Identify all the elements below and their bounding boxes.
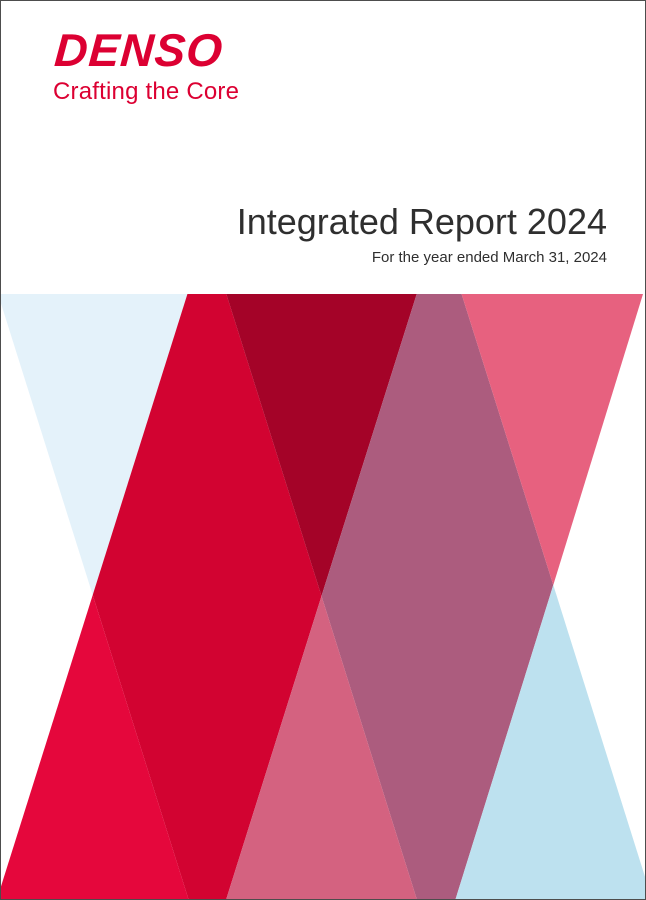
shape-light-blue-top-triangle — [1, 294, 188, 596]
cover-graphic — [1, 294, 645, 899]
denso-logo-wordmark: DENSO — [52, 24, 226, 76]
shape-light-blue-bottom-triangle — [455, 585, 645, 899]
report-title: Integrated Report 2024 — [236, 201, 607, 242]
shape-red-hexagon — [92, 294, 322, 899]
shape-bright-red-wedge — [1, 595, 189, 899]
shape-dark-red-triangle — [226, 294, 417, 597]
report-subtitle: For the year ended March 31, 2024 — [371, 249, 607, 266]
title-block: Integrated Report 2024 For the year ende… — [236, 201, 607, 266]
shape-mauve-hexagon — [321, 294, 554, 899]
shape-pink-bottom-triangle — [226, 596, 417, 899]
denso-logo: DENSO Crafting the Core — [52, 24, 240, 105]
shape-pink-top-triangle — [461, 294, 644, 586]
denso-logo-tagline: Crafting the Core — [53, 78, 240, 105]
